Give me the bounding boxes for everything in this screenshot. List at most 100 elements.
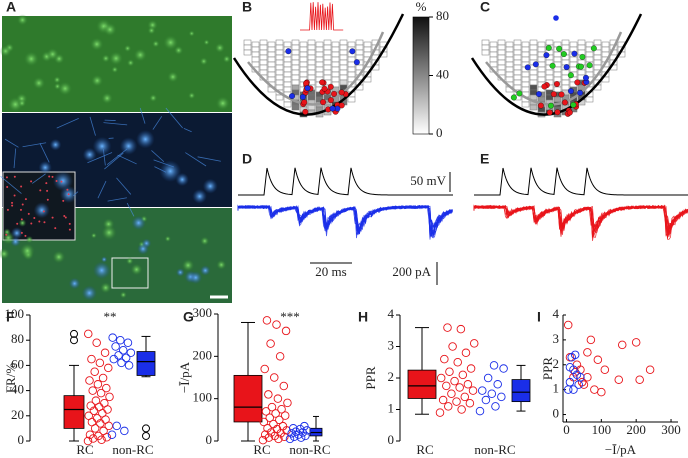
heat-cell	[331, 46, 340, 53]
point	[84, 329, 93, 339]
heat-cell	[505, 66, 514, 73]
outline	[232, 13, 405, 116]
cell	[192, 189, 207, 204]
heat-cell	[251, 41, 260, 48]
heat-cell	[267, 61, 276, 68]
outlier	[70, 336, 78, 345]
neurite	[197, 156, 221, 162]
synapse	[68, 222, 71, 225]
cell	[57, 81, 73, 96]
synapse	[33, 217, 36, 220]
point	[635, 375, 644, 384]
heat-cell	[513, 64, 522, 71]
x-tick-label: 300	[661, 422, 681, 437]
heat-cell	[339, 54, 348, 61]
current-trace	[473, 205, 688, 234]
synapse	[24, 234, 27, 237]
point	[294, 430, 303, 439]
heat-cell	[513, 44, 522, 51]
cell-dot	[537, 102, 544, 109]
heat-cell	[553, 51, 562, 58]
heat-cell	[513, 69, 522, 76]
cell-dot	[563, 64, 570, 71]
synapse	[5, 176, 8, 179]
heat-cell	[355, 39, 364, 46]
heat-cell	[307, 39, 316, 46]
point	[265, 413, 275, 422]
cell	[130, 263, 143, 276]
y-tick-label: 3	[553, 331, 560, 346]
cell-dot	[327, 83, 334, 90]
point	[565, 377, 575, 387]
cell-dot	[590, 45, 597, 52]
heat-cell	[521, 71, 530, 78]
cell-dot	[566, 109, 573, 116]
heat-cell	[585, 96, 594, 103]
point	[124, 361, 134, 370]
cell-dot	[547, 102, 554, 109]
point	[436, 373, 446, 383]
cell	[49, 138, 62, 151]
heat-cell	[561, 59, 570, 66]
cell-dot	[331, 90, 338, 97]
box	[136, 351, 156, 376]
heat-cell	[521, 101, 530, 108]
point	[102, 383, 111, 393]
heat-cell	[339, 44, 348, 51]
cell-dot	[338, 102, 345, 109]
neurite	[165, 107, 183, 129]
point	[452, 397, 461, 406]
colorbar-tick-label: 0	[436, 125, 443, 140]
heat-cell	[481, 39, 490, 46]
heat-cell	[529, 69, 538, 76]
x-tick-label: RC	[253, 442, 270, 457]
heat-cell	[291, 84, 300, 91]
cell	[162, 34, 179, 51]
x-tick-label: 200	[626, 422, 646, 437]
y-tick-label: 4	[388, 306, 395, 321]
point	[275, 352, 285, 361]
cell-dot	[553, 15, 559, 21]
point	[590, 385, 599, 394]
point	[263, 424, 272, 433]
heat-cell	[521, 81, 530, 88]
heat-cell	[267, 66, 276, 73]
point	[84, 411, 93, 421]
cell	[19, 243, 35, 259]
point	[461, 348, 471, 358]
heat-cell	[291, 104, 300, 111]
cell-dot	[549, 62, 556, 69]
heatmap	[232, 13, 405, 118]
heat-cell	[529, 49, 538, 56]
cell	[137, 243, 149, 255]
cell	[203, 39, 210, 46]
heat-cell	[553, 96, 562, 103]
cell-dot	[578, 63, 584, 70]
heat-cell	[283, 41, 292, 48]
neurite	[126, 202, 135, 217]
y-tick-label: 0	[18, 432, 25, 447]
point	[267, 402, 277, 412]
cell-dot	[285, 48, 292, 55]
heat-cell	[315, 66, 324, 73]
cell	[81, 285, 97, 301]
point	[281, 326, 291, 336]
point	[645, 365, 655, 374]
point	[100, 398, 109, 408]
heat-cell	[291, 49, 300, 56]
cell	[151, 39, 160, 48]
cell	[173, 45, 184, 56]
point	[499, 364, 508, 373]
synapse	[43, 221, 46, 224]
cell-dot	[567, 88, 574, 95]
synapse	[13, 175, 16, 178]
heat-cell	[291, 59, 300, 66]
cell	[214, 42, 226, 54]
heat-cell	[513, 79, 522, 86]
scale-label: 200 pA	[392, 264, 431, 279]
point	[475, 406, 485, 416]
heat-cell	[283, 71, 292, 78]
scale-label: 50 mV	[410, 173, 446, 188]
cell	[100, 282, 112, 294]
point	[576, 372, 585, 382]
